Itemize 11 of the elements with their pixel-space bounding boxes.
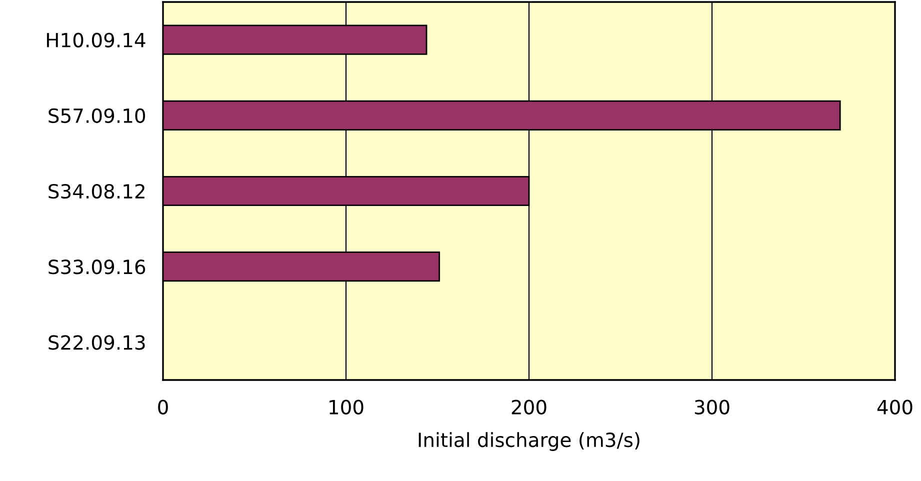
y-tick-label: S33.09.16 [48, 260, 146, 274]
x-tick-label: 100 [330, 400, 364, 414]
y-tick-label: S34.08.12 [48, 184, 144, 199]
y-tick-label: S57.09.10 [48, 108, 146, 124]
x-tick-label: 0 [158, 400, 168, 414]
x-tick-label: 200 [512, 400, 546, 414]
y-tick-label: H10.09.14 [47, 32, 146, 48]
y-tick-label: S22.09.13 [48, 335, 145, 350]
x-axis-title: Initial discharge (m3/s) [418, 432, 640, 451]
x-tick-label: 400 [877, 400, 912, 414]
x-tick-label: 300 [694, 400, 730, 414]
